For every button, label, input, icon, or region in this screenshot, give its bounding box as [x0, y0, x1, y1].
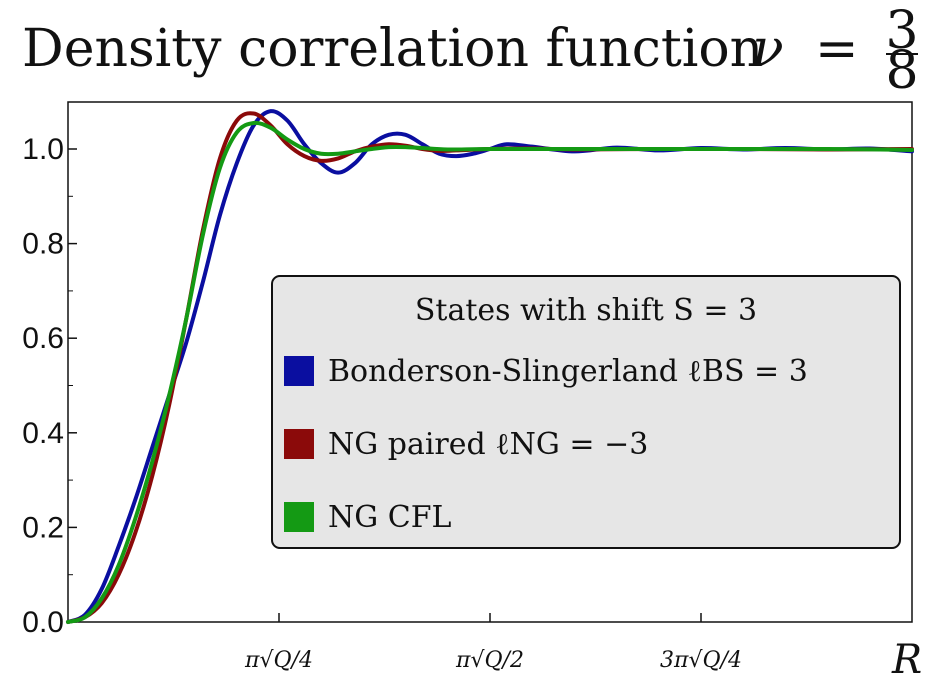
legend-swatch-1: [284, 356, 314, 386]
title-numerator: 3: [885, 1, 918, 61]
legend-label-1: Bonderson-Slingerland ℓBS = 3: [328, 354, 808, 389]
y-axis: 0.0 0.2 0.4 0.6 0.8 1.0: [22, 133, 77, 639]
chart-title: Density correlation function ν = 3 8: [22, 1, 919, 101]
title-nu: ν: [752, 19, 784, 79]
x-tick-label: 3π√Q/4: [660, 648, 742, 673]
x-axis: π√Q/4 π√Q/2 3π√Q/4: [244, 613, 742, 673]
x-tick-label: π√Q/2: [455, 648, 524, 673]
y-tick-label: 0.6: [22, 322, 64, 355]
y-tick-label: 1.0: [22, 133, 64, 166]
y-tick-label: 0.4: [22, 417, 64, 450]
legend-swatch-2: [284, 429, 314, 459]
x-tick-label: π√Q/4: [244, 648, 313, 673]
y-tick-label: 0.0: [22, 606, 64, 639]
legend: States with shift S = 3 Bonderson-Slinge…: [271, 275, 901, 549]
legend-label-3: NG CFL: [328, 500, 452, 535]
legend-label-2: NG paired ℓNG = −3: [328, 427, 648, 462]
y-tick-label: 0.2: [22, 511, 64, 544]
x-axis-label: R: [891, 637, 922, 683]
legend-items: Bonderson-Slingerland ℓBS = 3 NG paired ℓ…: [284, 354, 808, 535]
title-main: Density correlation function: [22, 19, 763, 79]
title-denominator: 8: [885, 41, 918, 101]
legend-title: States with shift S = 3: [415, 293, 757, 328]
y-tick-label: 0.8: [22, 228, 64, 261]
legend-box: [271, 275, 901, 549]
title-equals: =: [815, 19, 859, 79]
series-line-3: [66, 120, 914, 624]
legend-swatch-3: [284, 502, 314, 532]
series-layer: [66, 109, 914, 624]
